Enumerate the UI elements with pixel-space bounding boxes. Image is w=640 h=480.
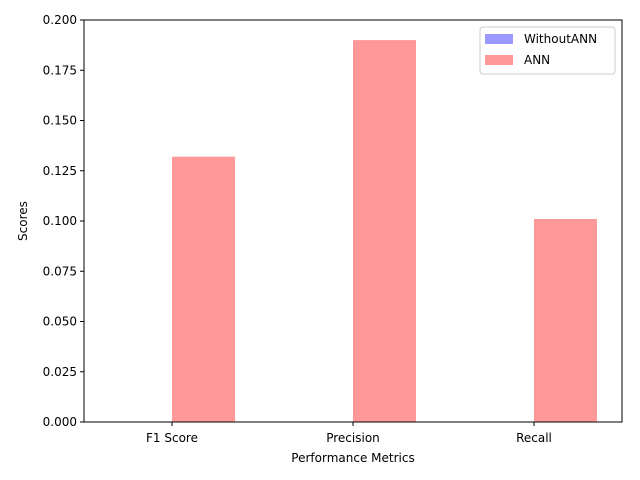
y-tick-label: 0.075: [43, 264, 77, 278]
y-axis-title: Scores: [16, 201, 30, 241]
legend-label-ann: ANN: [524, 53, 550, 67]
y-tick-label: 0.125: [43, 164, 77, 178]
bars-layer: [172, 40, 597, 422]
y-tick-label: 0.100: [43, 214, 77, 228]
legend-box: [479, 26, 616, 75]
y-tick-label: 0.000: [43, 415, 77, 429]
x-tick-label: Precision: [326, 431, 380, 445]
y-tick-label: 0.175: [43, 63, 77, 77]
y-tick-label: 0.200: [43, 13, 77, 27]
bar-ann-f1-score: [172, 156, 235, 422]
x-axis: F1 Score Precision Recall: [146, 422, 552, 445]
y-tick-label: 0.050: [43, 315, 77, 329]
x-axis-title: Performance Metrics: [291, 451, 414, 465]
legend-swatch-withoutann: [485, 34, 513, 44]
bar-ann-precision: [353, 40, 416, 422]
legend: WithoutANN ANN: [479, 26, 616, 75]
y-axis: 0.000 0.025 0.050 0.075 0.100 0.125 0.150 0.175…: [43, 13, 84, 429]
legend-swatch-ann: [485, 55, 513, 65]
legend-label-withoutann: WithoutANN: [524, 32, 597, 46]
bar-ann-recall: [534, 218, 597, 422]
x-tick-label: F1 Score: [146, 431, 198, 445]
x-tick-label: Recall: [516, 431, 552, 445]
y-tick-label: 0.150: [43, 114, 77, 128]
y-tick-label: 0.025: [43, 365, 77, 379]
